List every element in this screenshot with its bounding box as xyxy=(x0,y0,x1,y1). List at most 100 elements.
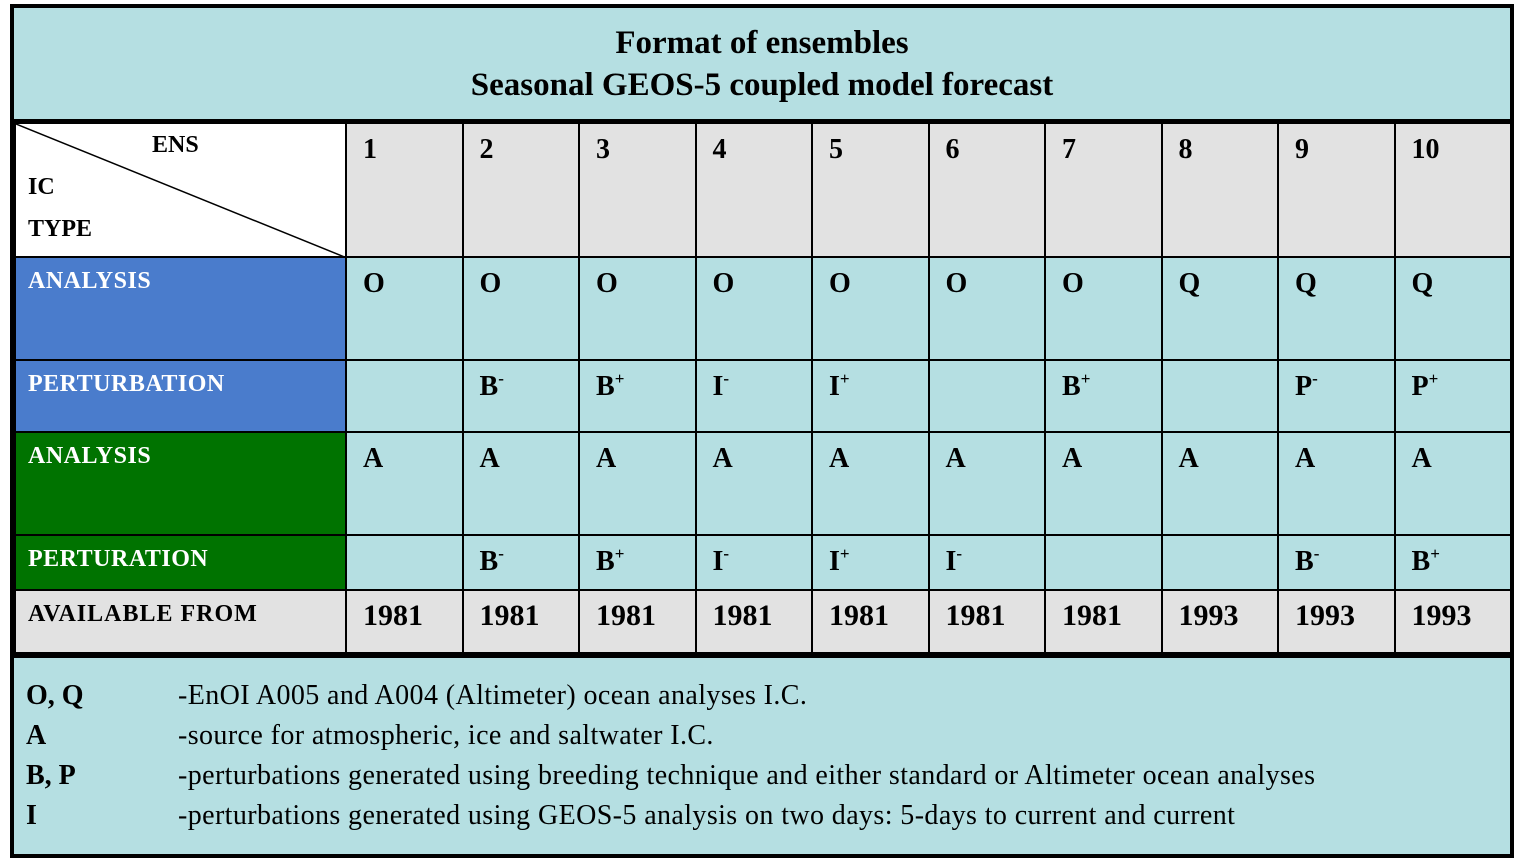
perturbation-type: I xyxy=(712,546,724,577)
title-line-2: Seasonal GEOS-5 coupled model forecast xyxy=(470,66,1054,103)
perturbation-sign: + xyxy=(839,369,850,388)
perturbation-type: I xyxy=(829,546,840,577)
title-line-1: Format of ensembles xyxy=(615,24,909,61)
ens-number-cell: 4 xyxy=(694,122,813,258)
perturbation-sign: - xyxy=(1312,369,1318,388)
legend-description: -perturbations generated using breeding … xyxy=(178,760,1316,791)
perturbation-sign: - xyxy=(956,544,963,563)
legend-description: -perturbations generated using GEOS-5 an… xyxy=(178,800,1236,831)
atmos-perturbation-cell: B+ xyxy=(578,534,697,591)
ens-number-cell: 7 xyxy=(1044,122,1163,258)
legend-key: O, Q xyxy=(26,680,84,711)
legend-key: A xyxy=(26,720,47,751)
atmos-perturbation-cell xyxy=(1044,534,1163,591)
ocean-analysis-cell: O xyxy=(1044,256,1163,361)
available-year-cell: 1981 xyxy=(694,589,813,654)
available-year-cell: 1993 xyxy=(1393,589,1512,654)
available-year-cell: 1993 xyxy=(1160,589,1279,654)
perturbation-type: B xyxy=(479,546,499,577)
available-year-cell: 1981 xyxy=(927,589,1046,654)
perturbation-type: B xyxy=(1062,371,1081,402)
perturbation-type: I xyxy=(712,371,724,402)
perturbation-sign: + xyxy=(614,369,625,388)
ocean-analysis-cell: O xyxy=(461,256,580,361)
ens-label: ENS xyxy=(152,132,199,158)
ocean-analysis-cell: O xyxy=(694,256,813,361)
atmos-analysis-cell: A xyxy=(345,431,464,536)
ens-number-cell: 9 xyxy=(1277,122,1396,258)
available-year-cell: 1993 xyxy=(1277,589,1396,654)
ocean-analysis-label: ANALYSIS xyxy=(14,256,347,361)
ocean-perturbation-cell xyxy=(927,359,1046,433)
ens-number-cell: 6 xyxy=(927,122,1046,258)
perturbation-type: B xyxy=(479,371,499,402)
atmos-perturbation-cell: I- xyxy=(927,534,1046,591)
perturbation-type: B xyxy=(596,371,615,402)
ocean-perturbation-cell: P+ xyxy=(1393,359,1512,433)
ensemble-format-slide: Format of ensembles Seasonal GEOS-5 coup… xyxy=(10,4,1514,858)
available-year-cell: 1981 xyxy=(461,589,580,654)
available-year-cell: 1981 xyxy=(1044,589,1163,654)
perturbation-sign: - xyxy=(498,544,504,563)
perturbation-sign: - xyxy=(723,369,730,388)
ocean-perturbation-label: PERTURBATION xyxy=(14,359,347,433)
ocean-analysis-cell: O xyxy=(811,256,930,361)
perturbation-type: P xyxy=(1295,371,1313,402)
ens-number-cell: 5 xyxy=(811,122,930,258)
perturbation-sign: + xyxy=(1080,369,1091,388)
atmos-analysis-cell: A xyxy=(1393,431,1512,536)
ens-number-cell: 10 xyxy=(1393,122,1512,258)
perturbation-type: B xyxy=(1411,546,1431,577)
ocean-perturbation-cell: I+ xyxy=(811,359,930,433)
atmos-perturbation-label: PERTURATION xyxy=(14,534,347,591)
perturbation-sign: + xyxy=(1428,369,1439,388)
ocean-perturbation-cell xyxy=(1160,359,1279,433)
perturbation-sign: - xyxy=(723,544,730,563)
ens-number-cell: 8 xyxy=(1160,122,1279,258)
available-year-cell: 1981 xyxy=(811,589,930,654)
ic-label: IC xyxy=(28,174,55,200)
available-from-row: AVAILABLE FROM 1981 1981 1981 1981 1981 1981 1… xyxy=(14,589,1512,654)
atmos-perturbation-cell: B- xyxy=(1277,534,1396,591)
atmos-perturbation-cell xyxy=(345,534,464,591)
atmos-perturbation-cell xyxy=(1160,534,1279,591)
corner-header-cell: ENS IC TYPE xyxy=(14,122,347,258)
atmos-analysis-cell: A xyxy=(927,431,1046,536)
perturbation-type: B xyxy=(1295,546,1314,577)
atmos-analysis-cell: A xyxy=(1160,431,1279,536)
ocean-perturbation-cell: I- xyxy=(694,359,813,433)
perturbation-sign: + xyxy=(614,544,625,563)
ens-header-row: ENS IC TYPE 1 2 3 4 5 6 7 8 9 10 xyxy=(14,122,1512,258)
perturbation-type: P xyxy=(1411,371,1429,402)
perturbation-type: I xyxy=(945,546,957,577)
legend-description: -EnOI A005 and A004 (Altimeter) ocean an… xyxy=(178,680,808,711)
atmos-analysis-cell: A xyxy=(1277,431,1396,536)
legend-key: I xyxy=(26,800,37,831)
perturbation-sign: + xyxy=(839,544,850,563)
legend: O, Q -EnOI A005 and A004 (Altimeter) oce… xyxy=(14,654,1510,858)
ocean-perturbation-cell: B+ xyxy=(1044,359,1163,433)
atmos-perturbation-cell: B- xyxy=(461,534,580,591)
atmos-analysis-cell: A xyxy=(461,431,580,536)
legend-description: -source for atmospheric, ice and saltwat… xyxy=(178,720,714,751)
atmos-perturbation-cell: B+ xyxy=(1393,534,1512,591)
ocean-analysis-cell: O xyxy=(578,256,697,361)
ocean-perturbation-row: PERTURBATION B- B+ I- I+ B+ P- P+ xyxy=(14,359,1512,433)
ens-number-cell: 3 xyxy=(578,122,697,258)
ocean-analysis-cell: Q xyxy=(1393,256,1512,361)
ocean-analysis-cell: O xyxy=(927,256,1046,361)
ocean-analysis-cell: Q xyxy=(1277,256,1396,361)
atmos-analysis-label: ANALYSIS xyxy=(14,431,347,536)
type-label: TYPE xyxy=(28,216,93,242)
legend-key: B, P xyxy=(26,760,76,791)
available-year-cell: 1981 xyxy=(578,589,697,654)
atmos-perturbation-cell: I- xyxy=(694,534,813,591)
ens-number-cell: 1 xyxy=(345,122,464,258)
perturbation-sign: + xyxy=(1430,544,1440,563)
ocean-perturbation-cell: B- xyxy=(461,359,580,433)
available-year-cell: 1981 xyxy=(345,589,464,654)
atmos-analysis-cell: A xyxy=(694,431,813,536)
